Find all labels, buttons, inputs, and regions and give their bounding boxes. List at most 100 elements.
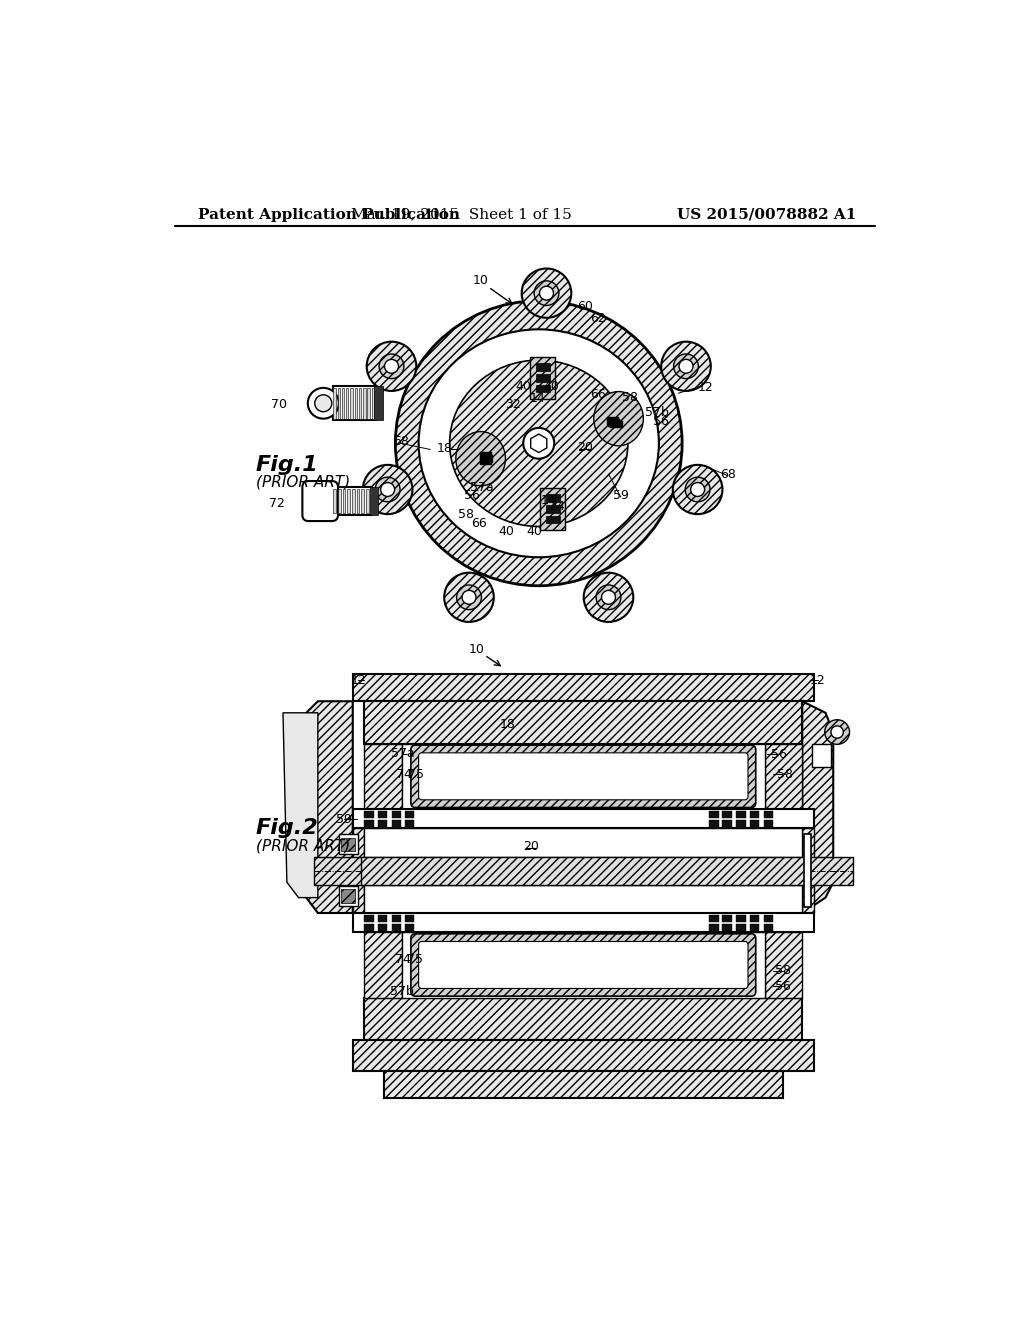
Circle shape	[830, 726, 844, 738]
Bar	[334, 387, 376, 420]
Bar	[372, 388, 374, 418]
Bar	[404, 924, 414, 932]
Bar	[356, 488, 359, 513]
Text: 14: 14	[529, 392, 545, 405]
Circle shape	[462, 590, 476, 605]
Text: 14: 14	[541, 494, 557, 507]
Text: 66: 66	[591, 388, 606, 400]
Text: 68: 68	[393, 436, 409, 449]
FancyBboxPatch shape	[419, 941, 748, 989]
Circle shape	[375, 477, 400, 502]
Polygon shape	[530, 434, 547, 453]
Text: 57b: 57b	[645, 407, 669, 418]
Text: 66: 66	[471, 517, 487, 529]
Bar	[736, 924, 745, 932]
Bar	[347, 488, 350, 513]
Circle shape	[523, 428, 554, 459]
Bar	[378, 820, 387, 828]
Text: Patent Application Publication: Patent Application Publication	[198, 207, 460, 222]
Text: 75: 75	[407, 953, 423, 966]
Bar	[401, 932, 765, 998]
Bar	[764, 810, 773, 818]
Text: 20: 20	[523, 840, 539, 853]
Bar	[365, 829, 802, 913]
Circle shape	[596, 585, 621, 610]
Bar	[546, 516, 560, 524]
Circle shape	[362, 465, 413, 513]
Text: US 2015/0078882 A1: US 2015/0078882 A1	[677, 207, 856, 222]
Circle shape	[385, 359, 398, 374]
Bar	[343, 488, 345, 513]
Text: 57a: 57a	[470, 480, 494, 494]
Text: Fig.1: Fig.1	[256, 455, 318, 475]
Bar	[764, 915, 773, 923]
Text: 56: 56	[775, 979, 791, 993]
Bar	[541, 488, 565, 531]
Bar	[352, 488, 354, 513]
Bar	[401, 743, 765, 809]
Bar	[391, 810, 400, 818]
Bar	[365, 701, 802, 743]
Bar	[764, 820, 773, 828]
Text: (PRIOR ART): (PRIOR ART)	[256, 838, 350, 854]
Bar	[710, 924, 719, 932]
Bar	[722, 810, 732, 818]
Text: 68: 68	[720, 467, 736, 480]
Text: 12: 12	[350, 675, 366, 686]
Ellipse shape	[450, 360, 628, 527]
Circle shape	[679, 359, 693, 374]
Bar	[536, 374, 550, 381]
Bar	[536, 385, 550, 392]
Bar	[364, 388, 366, 418]
Bar	[722, 820, 732, 828]
Bar	[750, 924, 759, 932]
Bar	[334, 488, 336, 513]
Polygon shape	[306, 701, 352, 913]
Text: 62: 62	[591, 312, 606, 325]
Bar	[354, 388, 357, 418]
Circle shape	[584, 573, 633, 622]
Circle shape	[395, 301, 682, 586]
Bar	[391, 924, 400, 932]
Circle shape	[367, 342, 417, 391]
Text: 70: 70	[271, 399, 287, 412]
Bar	[378, 915, 387, 923]
Circle shape	[535, 281, 559, 305]
Text: 12: 12	[810, 675, 825, 686]
Text: 10: 10	[473, 273, 488, 286]
Bar	[365, 998, 802, 1040]
Bar	[314, 857, 853, 884]
Circle shape	[685, 477, 710, 502]
Bar	[341, 890, 355, 903]
Text: Mar. 19, 2015  Sheet 1 of 15: Mar. 19, 2015 Sheet 1 of 15	[351, 207, 571, 222]
Bar	[341, 838, 355, 851]
Bar	[722, 924, 732, 932]
Text: 57a: 57a	[391, 747, 415, 760]
Bar	[710, 915, 719, 923]
Bar	[606, 417, 618, 425]
Polygon shape	[802, 701, 834, 913]
Bar	[480, 458, 493, 465]
Ellipse shape	[419, 330, 658, 557]
Bar	[368, 388, 370, 418]
Bar	[352, 675, 814, 701]
Bar	[350, 388, 352, 418]
Circle shape	[381, 483, 394, 496]
Text: 34: 34	[550, 500, 565, 513]
Bar	[352, 913, 814, 932]
Text: 18: 18	[500, 718, 516, 731]
Bar	[750, 915, 759, 923]
Circle shape	[379, 354, 403, 379]
Text: 57b: 57b	[390, 985, 415, 998]
Bar	[608, 420, 621, 426]
Bar	[404, 915, 414, 923]
Bar	[346, 388, 348, 418]
Text: 60: 60	[578, 300, 593, 313]
Polygon shape	[283, 713, 317, 898]
Bar	[530, 358, 555, 400]
Circle shape	[521, 268, 571, 318]
Bar	[384, 1071, 783, 1098]
Circle shape	[308, 388, 339, 418]
Bar	[366, 488, 369, 513]
Bar	[334, 487, 372, 515]
